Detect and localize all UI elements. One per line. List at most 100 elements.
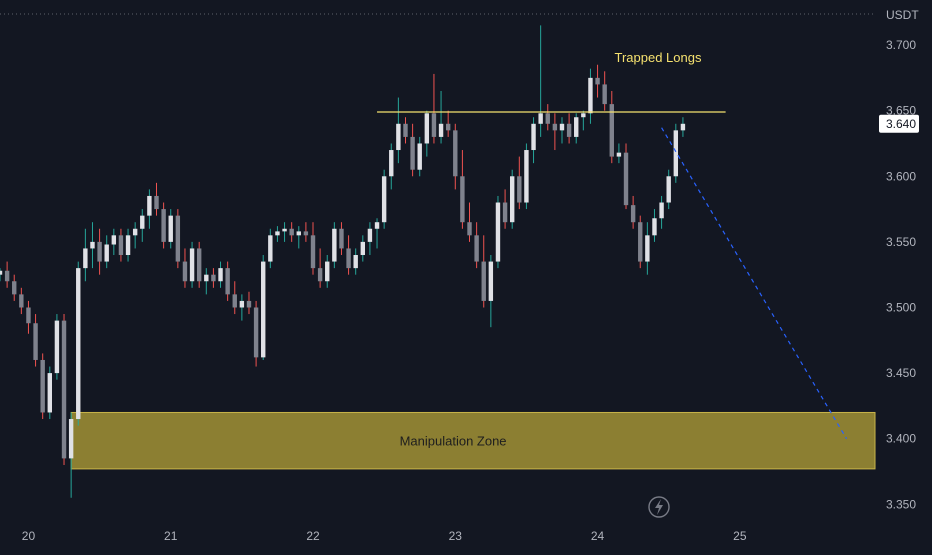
candle-body (282, 228, 287, 232)
candle-body (275, 231, 280, 236)
current-price-badge (879, 114, 919, 133)
candle-body (261, 261, 266, 358)
y-axis-tick-label: 3.350 (886, 497, 916, 511)
y-axis-tick-label: 3.400 (886, 432, 916, 446)
y-axis-tick-label: 3.450 (886, 366, 916, 380)
candle-body (140, 215, 145, 229)
candle-body (595, 77, 600, 85)
candle-body (417, 143, 422, 170)
candle-body (54, 320, 60, 374)
candle-body (374, 222, 380, 229)
candle-body (303, 231, 309, 236)
candle-body (495, 202, 501, 262)
candle-body (33, 323, 38, 360)
candle-body (189, 248, 195, 282)
x-axis-tick-label: 21 (164, 529, 178, 543)
candle-body (645, 235, 650, 262)
candle-body (225, 268, 230, 295)
candle-body (97, 241, 102, 262)
candle-body (652, 218, 657, 236)
y-axis-currency-label: USDT (886, 8, 919, 22)
candle-body (673, 130, 679, 177)
candle-body (19, 294, 24, 308)
candle-body (445, 123, 451, 131)
candle-body (125, 235, 131, 256)
candle-body (602, 84, 607, 105)
x-axis[interactable]: 20 21 22 23 24 25 (22, 529, 747, 543)
candle-body (175, 215, 181, 262)
y-axis-tick-label: 3.650 (886, 104, 916, 118)
candle-body (211, 274, 216, 282)
candle-body (381, 176, 387, 223)
candle-body (239, 300, 245, 308)
candle-body (488, 261, 494, 301)
candle-body (367, 228, 373, 242)
candle-body (438, 123, 444, 137)
candle-body (332, 228, 337, 262)
candle-body (630, 205, 636, 223)
candle-body (182, 261, 188, 282)
x-axis-tick-label: 23 (449, 529, 463, 543)
y-axis-tick-label: 3.500 (886, 300, 916, 314)
candle-body (509, 176, 515, 223)
candle-body (460, 176, 465, 223)
candle-body (531, 123, 536, 151)
candle-body (268, 235, 273, 262)
candle-body (552, 123, 558, 131)
x-axis-tick-label: 20 (22, 529, 36, 543)
candle-body (40, 359, 45, 413)
candle-body (83, 248, 88, 269)
candle-body (68, 419, 74, 459)
candle-body (680, 123, 686, 131)
candle-body (296, 231, 301, 236)
candle-body (147, 195, 152, 216)
candle-body (26, 307, 31, 324)
candle-body (232, 294, 237, 308)
candle-body (588, 77, 593, 114)
candle-body (659, 202, 664, 219)
candle-body (168, 215, 173, 242)
candle-body (12, 281, 17, 295)
candle-body (581, 113, 586, 118)
candle-body (317, 268, 323, 282)
candle-body (253, 307, 259, 358)
candle-body (396, 123, 401, 151)
candle-body (474, 235, 479, 262)
candle-body (623, 152, 629, 206)
lightning-icon[interactable] (648, 496, 670, 518)
current-price-label: 3.640 (886, 117, 916, 131)
y-axis-tick-label: 3.700 (886, 38, 916, 52)
candle-body (310, 235, 316, 269)
x-axis-tick-label: 24 (591, 529, 605, 543)
x-axis-tick-label: 22 (306, 529, 320, 543)
candle-body (360, 241, 366, 256)
candle-body (574, 117, 579, 137)
candle-body (4, 270, 10, 282)
candle-body (104, 244, 109, 262)
candle-body (196, 248, 202, 282)
candle-body (0, 270, 3, 275)
candle-body (502, 202, 508, 223)
candle-body (638, 222, 643, 262)
manipulation-zone[interactable] (70, 411, 876, 470)
candle-body (467, 222, 472, 236)
candle-body (524, 150, 529, 203)
candle-body (61, 320, 67, 459)
candle-body (204, 274, 209, 282)
candle-body (47, 373, 52, 413)
y-axis-tick-label: 3.600 (886, 169, 916, 183)
candle-body (431, 113, 437, 137)
candle-body (218, 268, 223, 282)
candle-body (481, 261, 486, 301)
candle-body (90, 241, 95, 249)
candle-body (403, 123, 408, 137)
y-axis[interactable]: USDT 3.700 3.650 3.600 3.550 3.500 3.450 3.400… (879, 8, 919, 511)
candle-body (410, 136, 415, 170)
candle-body (289, 228, 294, 236)
candle-body (325, 261, 330, 282)
candle-body (111, 235, 117, 245)
candle-body (616, 152, 622, 157)
candle-body (453, 130, 458, 177)
